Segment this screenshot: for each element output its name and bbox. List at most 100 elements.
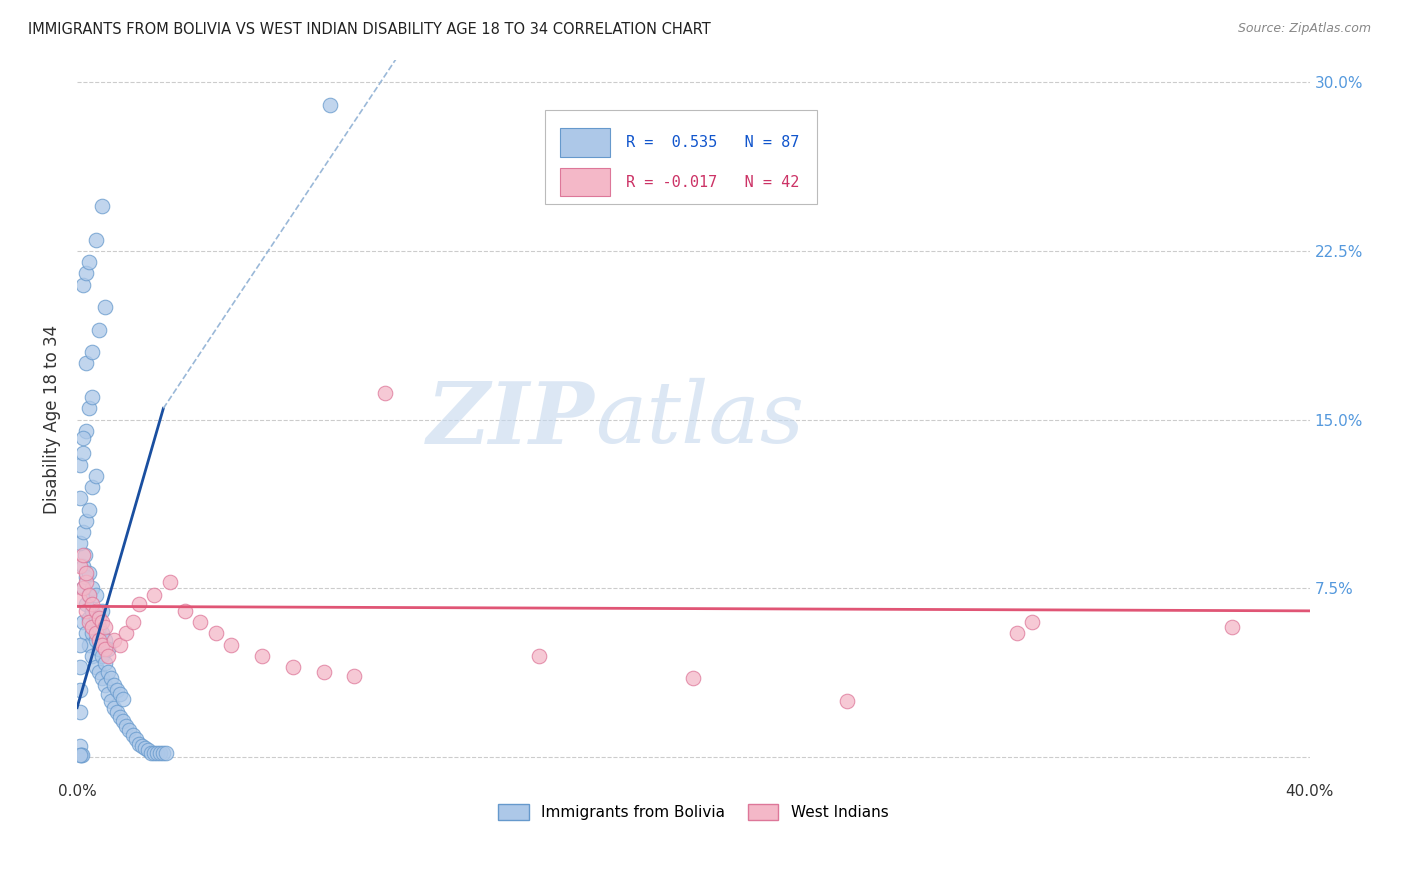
Point <box>69 638 91 652</box>
Point <box>143 588 166 602</box>
Text: R = -0.017   N = 42: R = -0.017 N = 42 <box>626 175 799 189</box>
Point <box>94 656 117 670</box>
Point <box>115 626 138 640</box>
Point <box>90 615 112 629</box>
Point <box>90 604 112 618</box>
Point <box>75 566 97 580</box>
Point <box>69 536 91 550</box>
Point <box>69 705 91 719</box>
Point <box>75 574 97 589</box>
Point <box>84 233 107 247</box>
Point <box>72 582 94 596</box>
Point <box>343 669 366 683</box>
Point <box>90 199 112 213</box>
Point <box>69 491 91 506</box>
Point <box>82 648 104 663</box>
Point <box>72 615 94 629</box>
Text: IMMIGRANTS FROM BOLIVIA VS WEST INDIAN DISABILITY AGE 18 TO 34 CORRELATION CHART: IMMIGRANTS FROM BOLIVIA VS WEST INDIAN D… <box>28 22 711 37</box>
Point <box>250 648 273 663</box>
Point <box>121 728 143 742</box>
Point <box>90 626 112 640</box>
Point <box>112 691 135 706</box>
Point <box>319 97 342 112</box>
Point <box>94 619 117 633</box>
Point <box>837 694 859 708</box>
Point <box>75 266 97 280</box>
Point <box>87 665 110 679</box>
Point <box>79 502 101 516</box>
Point <box>75 604 97 618</box>
Point <box>97 665 120 679</box>
Point <box>110 687 132 701</box>
Text: atlas: atlas <box>595 378 804 461</box>
Point <box>121 615 143 629</box>
Point <box>82 345 104 359</box>
Point <box>131 739 153 753</box>
Point <box>82 597 104 611</box>
Point <box>97 642 120 657</box>
Point <box>94 633 117 648</box>
Point <box>219 638 242 652</box>
Point <box>84 610 107 624</box>
Point <box>112 714 135 728</box>
Point <box>128 737 150 751</box>
Text: ZIP: ZIP <box>427 378 595 461</box>
Point <box>79 588 101 602</box>
Point <box>79 615 101 629</box>
Point <box>82 626 104 640</box>
Point <box>69 747 91 762</box>
Point <box>110 709 132 723</box>
Point <box>1021 615 1043 629</box>
Point <box>69 660 91 674</box>
Point <box>100 671 122 685</box>
Point <box>90 638 112 652</box>
Point <box>174 604 197 618</box>
Point <box>204 626 226 640</box>
Point <box>87 323 110 337</box>
Point <box>103 700 125 714</box>
Point <box>79 610 101 624</box>
Point <box>84 604 107 618</box>
Point <box>374 385 396 400</box>
Point <box>87 619 110 633</box>
Point <box>94 642 117 657</box>
Point <box>103 678 125 692</box>
Point <box>72 446 94 460</box>
Point <box>69 458 91 472</box>
Point <box>682 671 704 685</box>
Point <box>84 468 107 483</box>
Point <box>75 570 97 584</box>
Point <box>1005 626 1028 640</box>
Point <box>79 255 101 269</box>
Y-axis label: Disability Age 18 to 34: Disability Age 18 to 34 <box>44 325 60 514</box>
Point <box>84 588 107 602</box>
Text: Source: ZipAtlas.com: Source: ZipAtlas.com <box>1237 22 1371 36</box>
Point <box>72 525 94 540</box>
Point <box>124 732 146 747</box>
Point <box>143 746 166 760</box>
Point <box>79 588 101 602</box>
Point <box>79 638 101 652</box>
Point <box>69 739 91 753</box>
Point <box>94 678 117 692</box>
Point <box>84 633 107 648</box>
Point <box>82 480 104 494</box>
Point <box>159 574 181 589</box>
Point <box>72 431 94 445</box>
Point <box>87 633 110 648</box>
Point <box>97 648 120 663</box>
Point <box>82 604 104 618</box>
Bar <box>560 128 609 157</box>
Point <box>82 390 104 404</box>
Point <box>79 566 101 580</box>
Point <box>100 694 122 708</box>
Point <box>90 648 112 663</box>
Point <box>69 747 91 762</box>
Point <box>69 558 91 573</box>
Point <box>155 746 177 760</box>
Point <box>128 597 150 611</box>
Point <box>281 660 304 674</box>
Point <box>75 356 97 370</box>
Point <box>69 592 91 607</box>
Point <box>69 682 91 697</box>
